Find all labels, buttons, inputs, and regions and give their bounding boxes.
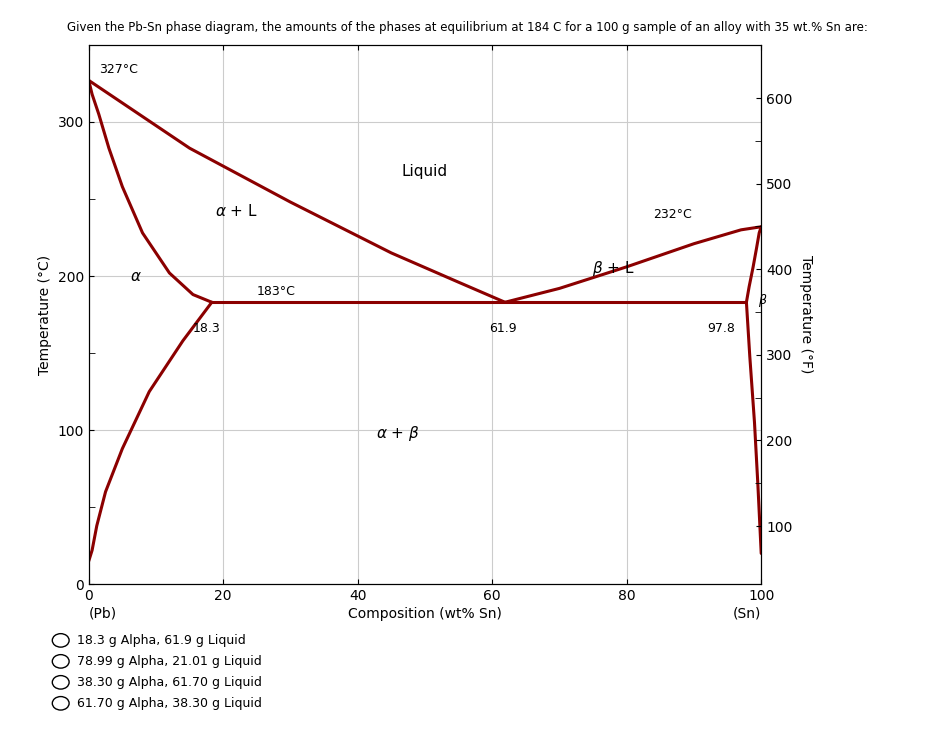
Text: 183°C: 183°C	[257, 285, 296, 297]
Text: 232°C: 232°C	[654, 207, 692, 221]
Text: Liquid: Liquid	[402, 164, 448, 179]
Text: 78.99 g Alpha, 21.01 g Liquid: 78.99 g Alpha, 21.01 g Liquid	[77, 655, 262, 668]
Text: 327°C: 327°C	[99, 63, 137, 76]
Text: 38.30 g Alpha, 61.70 g Liquid: 38.30 g Alpha, 61.70 g Liquid	[77, 676, 262, 689]
Text: $\alpha$: $\alpha$	[130, 269, 142, 284]
Text: (Pb): (Pb)	[89, 607, 117, 621]
Y-axis label: Temperature (°F): Temperature (°F)	[800, 255, 814, 374]
Text: $\alpha$ + $\beta$: $\alpha$ + $\beta$	[376, 424, 420, 443]
Text: 97.8: 97.8	[707, 322, 735, 336]
Text: 18.3 g Alpha, 61.9 g Liquid: 18.3 g Alpha, 61.9 g Liquid	[77, 634, 246, 647]
Y-axis label: Temperature (°C): Temperature (°C)	[38, 255, 52, 374]
Text: $\beta$: $\beta$	[757, 292, 768, 309]
Text: 61.9: 61.9	[488, 322, 517, 336]
Text: $\alpha$ + L: $\alpha$ + L	[215, 203, 258, 219]
Text: 61.70 g Alpha, 38.30 g Liquid: 61.70 g Alpha, 38.30 g Liquid	[77, 697, 262, 710]
Text: 18.3: 18.3	[193, 322, 220, 336]
Text: Given the Pb-Sn phase diagram, the amounts of the phases at equilibrium at 184 C: Given the Pb-Sn phase diagram, the amoun…	[66, 21, 868, 34]
Text: Composition (wt% Sn): Composition (wt% Sn)	[348, 607, 502, 621]
Text: $\beta$ + L: $\beta$ + L	[592, 259, 634, 278]
Text: (Sn): (Sn)	[733, 607, 761, 621]
